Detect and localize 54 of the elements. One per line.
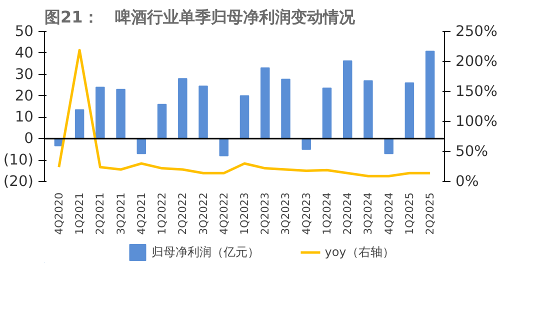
y2-tick-label: 250% — [456, 23, 498, 40]
chart-title: 图21： 啤酒行业单季归母净利润变动情况 — [44, 8, 356, 26]
x-tick-label: 1Q2022 — [156, 192, 169, 235]
legend-label: yoy（右轴） — [324, 244, 394, 260]
bar — [302, 138, 311, 150]
x-tick-label: 1Q2023 — [238, 192, 251, 235]
bar — [342, 60, 352, 140]
y-tick-label: 10 — [14, 108, 34, 126]
bar — [240, 95, 250, 140]
x-tick-label: 1Q2024 — [320, 192, 334, 235]
bar — [219, 138, 229, 156]
x-tick-label: 3Q2024 — [362, 192, 375, 235]
x-tick-label: 2Q2021 — [94, 192, 107, 235]
bar — [404, 82, 414, 140]
x-tick-label: 3Q2022 — [196, 192, 210, 235]
y2-tick-label: 50% — [456, 143, 488, 160]
x-tick-label: 2Q2024 — [341, 192, 354, 235]
x-tick-label: 2Q2023 — [258, 192, 272, 235]
x-tick-label: 1Q2025 — [402, 192, 416, 235]
legend-label: 归母净利润（亿元） — [152, 244, 260, 260]
x-tick-label: 3Q2023 — [279, 192, 292, 235]
bar — [322, 88, 332, 140]
x-tick-label: 4Q2020 — [52, 192, 66, 235]
y-tick-label: 40 — [14, 44, 34, 62]
line-series — [58, 48, 432, 178]
x-tick-label: 2Q2025 — [424, 192, 437, 235]
bar — [96, 86, 105, 140]
y-tick-label: (20) — [3, 173, 34, 190]
y2-tick-label: 150% — [456, 83, 498, 100]
bar — [384, 138, 394, 154]
y-tick-label: (10) — [3, 152, 34, 169]
y-tick-label: 0 — [24, 130, 34, 148]
bar — [116, 88, 126, 140]
y-tick-label: 20 — [14, 87, 34, 104]
bar — [178, 78, 188, 140]
y2-tick-label: 200% — [456, 53, 498, 70]
x-tick-label: 2Q2022 — [176, 192, 190, 235]
bar — [281, 78, 290, 140]
bar — [198, 86, 208, 140]
bar — [425, 50, 435, 140]
bar — [364, 80, 373, 140]
y-tick-label: 30 — [14, 66, 34, 83]
bar — [157, 104, 167, 140]
x-tick-label: 4Q2021 — [134, 192, 148, 235]
bar — [260, 67, 270, 140]
y-tick-label: 50 — [14, 23, 34, 40]
x-tick-label: 4Q2022 — [217, 192, 230, 235]
bar — [74, 109, 84, 140]
y2-tick-label: 0% — [456, 173, 479, 190]
y2-tick-label: 100% — [456, 113, 498, 130]
x-tick-label: 1Q2021 — [73, 192, 86, 235]
x-tick-label: 4Q2023 — [300, 192, 313, 235]
x-tick-label: 4Q2024 — [382, 192, 396, 235]
x-tick-label: 3Q2021 — [114, 192, 128, 235]
